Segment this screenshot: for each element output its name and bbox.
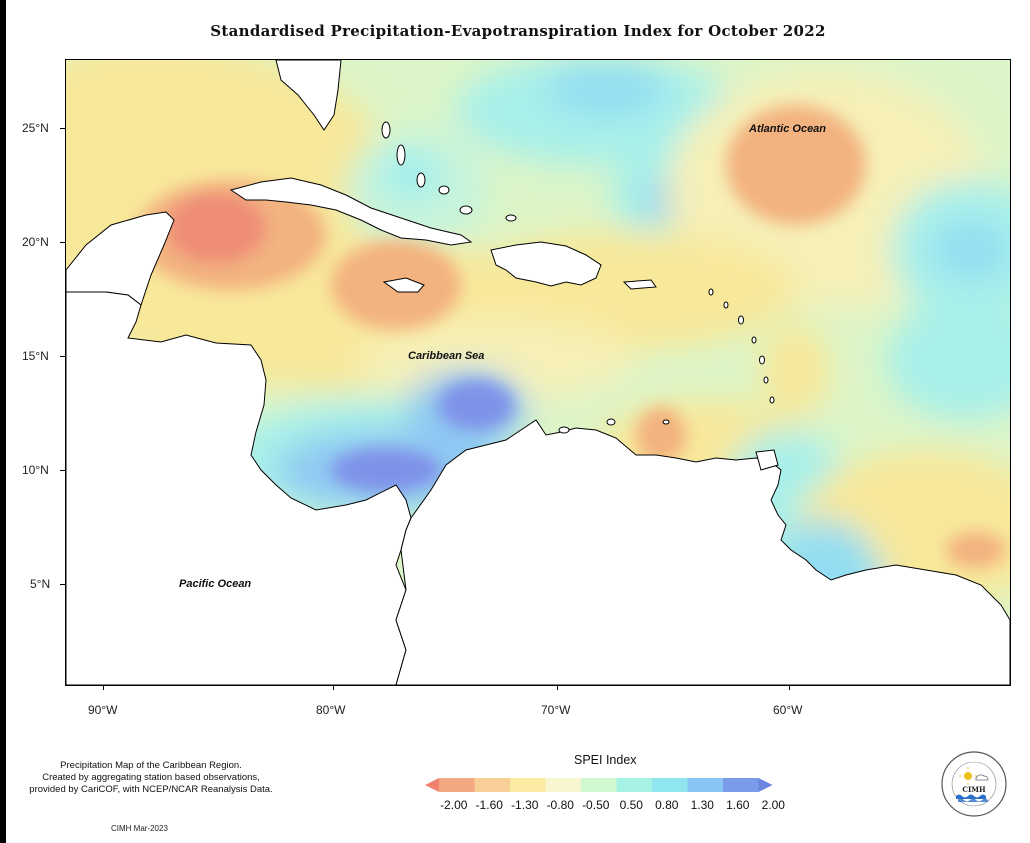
land-puerto-rico bbox=[622, 279, 657, 290]
lat-label-5n: 5°N bbox=[30, 577, 51, 591]
legend-title: SPEI Index bbox=[574, 753, 637, 767]
page: Standardised Precipitation-Evapotranspir… bbox=[6, 0, 1030, 843]
region-label-caribbean-sea: Caribbean Sea bbox=[408, 350, 485, 362]
land-lesser-antilles-2 bbox=[723, 301, 729, 309]
legend-tick: -1.60 bbox=[475, 798, 503, 812]
logo-acronym: CIMH bbox=[962, 785, 986, 794]
land-curacao bbox=[606, 418, 616, 426]
legend-tick: -0.80 bbox=[546, 798, 574, 812]
lat-tick bbox=[60, 584, 65, 585]
land-florida bbox=[275, 60, 342, 131]
lon-label-80w: 80°W bbox=[316, 703, 346, 717]
waves-icon bbox=[956, 794, 988, 802]
lat-label-15n: 15°N bbox=[22, 349, 49, 363]
land-bahamas-2 bbox=[396, 144, 406, 166]
lat-tick bbox=[60, 470, 65, 471]
legend-swatch bbox=[652, 778, 688, 792]
lon-label-90w: 90°W bbox=[88, 703, 118, 717]
sun-icon bbox=[964, 772, 972, 780]
legend-swatch bbox=[474, 778, 511, 792]
description-line: provided by CariCOF, with NCEP/NCAR Rean… bbox=[29, 784, 273, 795]
spei-anomaly-cores bbox=[136, 105, 1006, 655]
cloud-icon bbox=[975, 774, 989, 781]
region-label-atlantic-ocean: Atlantic Ocean bbox=[749, 123, 827, 135]
land-aruba bbox=[558, 426, 570, 434]
land-bahamas-5 bbox=[459, 205, 473, 215]
region-label-pacific-ocean: Pacific Ocean bbox=[179, 578, 252, 590]
land-lesser-antilles-6 bbox=[763, 376, 769, 384]
legend-tick-labels: -2.00 -1.60 -1.30 -0.80 -0.50 0.50 0.80 1.30 1.6… bbox=[436, 798, 791, 812]
legend-tick: 2.00 bbox=[761, 798, 785, 812]
lat-label-20n: 20°N bbox=[22, 235, 49, 249]
lat-label-25n: 25°N bbox=[22, 121, 49, 135]
lon-tick bbox=[557, 685, 558, 690]
map-description: Precipitation Map of the Caribbean Regio… bbox=[10, 760, 292, 796]
land-bahamas-3 bbox=[416, 172, 426, 188]
description-line: Precipitation Map of the Caribbean Regio… bbox=[60, 760, 242, 771]
legend-tick: -2.00 bbox=[440, 798, 468, 812]
land-south-america bbox=[395, 419, 1010, 685]
land-masses bbox=[66, 60, 1010, 685]
lon-tick bbox=[333, 685, 334, 690]
legend-tick: -0.50 bbox=[582, 798, 610, 812]
legend-tick: 0.50 bbox=[619, 798, 643, 812]
legend-tick: 0.80 bbox=[655, 798, 679, 812]
legend-swatch bbox=[616, 778, 653, 792]
land-margarita bbox=[662, 419, 670, 425]
legend-swatch bbox=[545, 778, 582, 792]
spei-map-canvas bbox=[66, 60, 1010, 685]
legend-swatch bbox=[439, 778, 475, 792]
land-bahamas-1 bbox=[381, 121, 391, 139]
land-jamaica bbox=[382, 277, 425, 293]
legend-tick: 1.30 bbox=[690, 798, 714, 812]
land-lesser-antilles-1 bbox=[708, 288, 714, 296]
legend-swatch bbox=[723, 778, 759, 792]
land-central-america bbox=[66, 291, 412, 685]
legend-tick: -1.30 bbox=[511, 798, 539, 812]
land-lesser-antilles-3 bbox=[738, 315, 744, 325]
land-lesser-antilles-4 bbox=[751, 336, 757, 344]
description-line: Created by aggregating station based obs… bbox=[42, 772, 260, 783]
lat-label-10n: 10°N bbox=[22, 463, 49, 477]
legend-swatch bbox=[687, 778, 724, 792]
cimh-logo: CIMH bbox=[941, 751, 1007, 817]
legend-swatch bbox=[510, 778, 546, 792]
land-turks-caicos bbox=[505, 214, 517, 222]
legend-arrow-left bbox=[425, 778, 439, 792]
spei-anomaly-field bbox=[66, 60, 1010, 680]
credit-text: CIMH Mar-2023 bbox=[111, 824, 168, 833]
lon-label-70w: 70°W bbox=[541, 703, 571, 717]
lat-tick bbox=[60, 356, 65, 357]
land-lesser-antilles-5 bbox=[759, 355, 765, 365]
legend-tick: 1.60 bbox=[726, 798, 750, 812]
legend-arrow-right bbox=[758, 778, 773, 792]
land-hispaniola bbox=[490, 241, 602, 287]
land-trinidad bbox=[755, 449, 779, 471]
land-lesser-antilles-7 bbox=[769, 396, 775, 404]
map-title: Standardised Precipitation-Evapotranspir… bbox=[210, 22, 826, 40]
lon-tick bbox=[103, 685, 104, 690]
spei-map: Atlantic Ocean Caribbean Sea Pacific Oce… bbox=[65, 59, 1011, 686]
legend-swatch bbox=[581, 778, 617, 792]
lon-tick bbox=[789, 685, 790, 690]
lat-tick bbox=[60, 242, 65, 243]
legend-colorbar bbox=[425, 778, 773, 792]
land-bahamas-4 bbox=[438, 185, 450, 195]
lat-tick bbox=[60, 128, 65, 129]
lon-label-60w: 60°W bbox=[773, 703, 803, 717]
land-cuba bbox=[229, 177, 473, 246]
